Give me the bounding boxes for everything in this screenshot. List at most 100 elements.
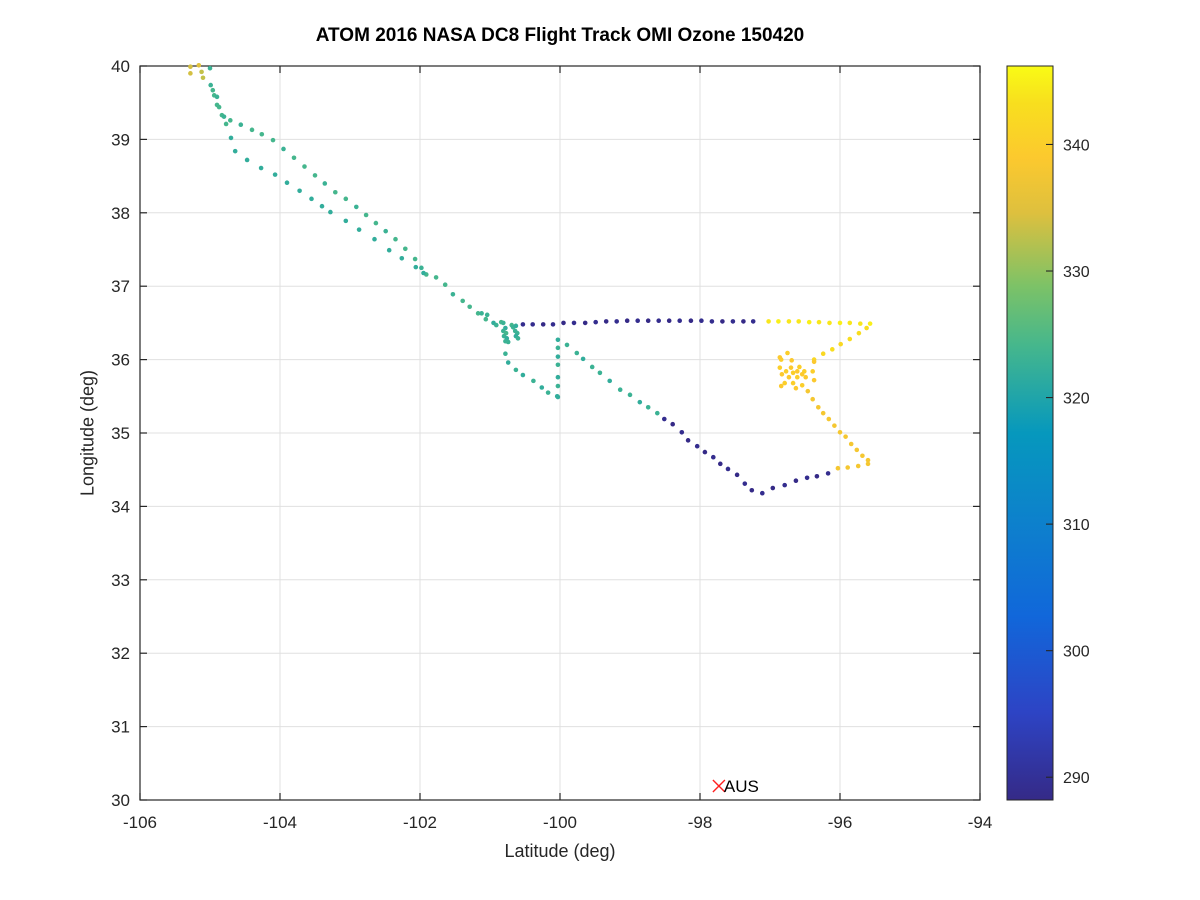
track-point — [232, 148, 238, 154]
track-point — [421, 270, 426, 276]
x-tick-label: -102 — [403, 813, 437, 832]
track-point — [848, 441, 854, 447]
track-point — [709, 319, 715, 324]
track-point — [270, 137, 276, 143]
track-point — [720, 319, 725, 324]
track-point — [847, 336, 853, 342]
track-point — [494, 322, 499, 328]
track-point — [603, 319, 609, 324]
track-point — [540, 322, 546, 327]
track-point — [322, 181, 328, 186]
track-point — [806, 319, 812, 325]
track-point — [734, 472, 740, 478]
track-point — [607, 378, 612, 384]
track-point — [741, 319, 746, 324]
track-point — [343, 196, 349, 202]
track-point — [810, 369, 815, 374]
track-point — [856, 330, 862, 336]
track-point — [816, 319, 822, 325]
track-point — [328, 209, 333, 215]
track-point — [627, 392, 633, 398]
x-tick-label: -104 — [263, 813, 297, 832]
track-point — [718, 461, 723, 467]
track-point — [655, 410, 660, 416]
track-point — [272, 172, 278, 177]
track-point — [847, 320, 853, 326]
x-tick-label: -98 — [688, 813, 713, 832]
track-point — [827, 320, 832, 326]
track-point — [530, 322, 535, 327]
track-point — [788, 365, 794, 370]
track-point — [312, 173, 318, 178]
x-tick-label: -94 — [968, 813, 993, 832]
track-point — [399, 256, 405, 261]
track-point — [670, 421, 675, 427]
track-point — [867, 321, 873, 326]
track-point — [258, 165, 264, 171]
track-point — [811, 377, 817, 383]
track-point — [685, 438, 691, 443]
track-point — [479, 311, 484, 316]
track-point — [393, 236, 398, 242]
x-tick-label: -100 — [543, 813, 577, 832]
colorbar-tick-label: 340 — [1063, 137, 1090, 154]
track-point — [228, 135, 234, 141]
track-point — [656, 318, 661, 323]
track-point — [319, 203, 325, 209]
track-point — [750, 319, 756, 324]
colorbar-tick-label: 310 — [1063, 517, 1090, 534]
track-point — [505, 360, 511, 365]
track-point — [520, 322, 526, 327]
track-point — [413, 264, 419, 270]
track-point — [688, 318, 694, 323]
chart-title: ATOM 2016 NASA DC8 Flight Track OMI Ozon… — [315, 25, 805, 46]
track-point — [196, 62, 202, 68]
track-point — [503, 351, 508, 357]
track-point — [810, 396, 815, 402]
track-point — [214, 94, 220, 100]
track-point — [238, 122, 244, 128]
track-point — [776, 319, 781, 324]
track-point — [513, 323, 519, 329]
colorbar-tick-label: 290 — [1063, 770, 1090, 787]
track-point — [515, 336, 521, 341]
track-point — [858, 321, 863, 326]
track-point — [637, 399, 643, 405]
y-tick-label: 34 — [111, 497, 130, 516]
track-point — [835, 465, 841, 471]
track-point — [802, 369, 807, 374]
colorbar — [1006, 65, 1054, 801]
track-point — [244, 157, 250, 163]
track-point — [766, 319, 771, 324]
track-point — [865, 461, 871, 467]
track-point — [297, 188, 302, 194]
track-point — [711, 454, 716, 460]
track-point — [343, 218, 349, 224]
track-point — [797, 364, 802, 370]
track-point — [545, 390, 551, 395]
y-tick-label: 37 — [111, 277, 130, 296]
track-point — [505, 339, 511, 345]
track-point — [803, 374, 808, 380]
track-point — [564, 342, 570, 348]
y-tick-label: 30 — [111, 791, 130, 810]
track-point — [291, 155, 297, 161]
aus-marker-label: AUS — [724, 777, 759, 796]
track-point — [354, 204, 359, 210]
track-point — [228, 118, 233, 123]
track-point — [820, 351, 826, 357]
track-point — [865, 457, 871, 463]
track-point — [333, 189, 338, 195]
track-point — [302, 164, 307, 169]
y-tick-label: 36 — [111, 351, 130, 370]
track-point — [854, 447, 860, 453]
track-point — [679, 429, 685, 435]
track-point — [770, 485, 776, 491]
track-point — [555, 374, 561, 380]
track-point — [635, 318, 640, 323]
track-point — [614, 319, 619, 324]
y-axis-label: Longitude (deg) — [77, 369, 98, 497]
track-point — [450, 291, 456, 297]
y-tick-label: 32 — [111, 644, 130, 663]
